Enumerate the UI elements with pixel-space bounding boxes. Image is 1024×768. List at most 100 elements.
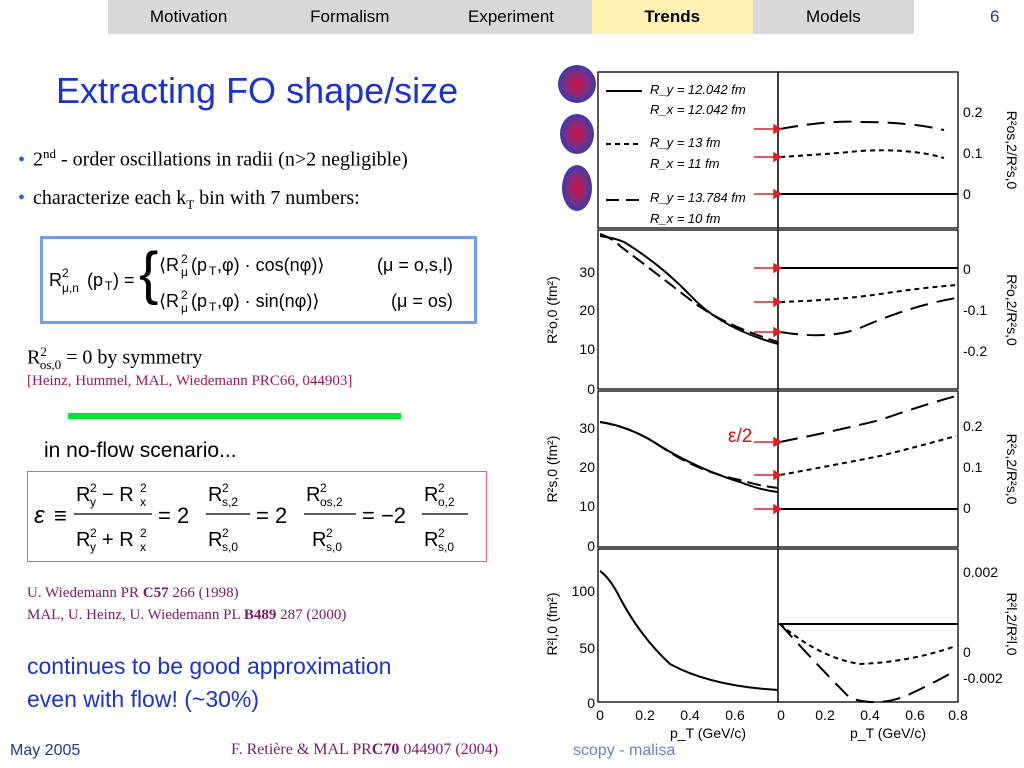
arrow-icon	[754, 262, 783, 274]
legend-rx: R_x = 11 fm	[650, 156, 720, 171]
arrow-icon	[754, 296, 783, 308]
reference-item: U. Wiedemann PR C57 266 (1998)	[27, 582, 346, 604]
arrow-icon	[754, 469, 783, 481]
tick-label: 30	[579, 420, 595, 436]
svg-text:s,2: s,2	[222, 495, 238, 509]
svg-text:μ: μ	[181, 265, 188, 279]
svg-text:R: R	[306, 484, 320, 506]
no-flow-text: in no-flow scenario...	[44, 439, 237, 462]
bullet-list: • 2nd - order oscillations in radii (n>2 …	[18, 146, 408, 228]
continues-text: continues to be good approximation even …	[27, 650, 391, 716]
axis-label: R²s,2/R²s,0	[1004, 434, 1020, 505]
svg-text:) =: ) =	[113, 270, 135, 290]
arrow-icon	[754, 123, 783, 135]
svg-text:− R: − R	[102, 484, 134, 506]
svg-text:x: x	[140, 495, 146, 509]
tab-trends[interactable]: Trends	[591, 0, 753, 34]
tick-label: 0	[963, 186, 971, 202]
arrow-icon	[754, 188, 783, 200]
citation-text: F. Retière & MAL PR	[231, 741, 372, 758]
reference-item: MAL, U. Heinz, U. Wiedemann PL B489 287 …	[27, 604, 346, 626]
svg-text:s,0: s,0	[222, 540, 238, 554]
axis-label: R²l,0 (fm²)	[544, 593, 560, 656]
svg-text:2: 2	[438, 526, 445, 540]
svg-text:T: T	[209, 300, 217, 314]
tick-label: 0.2	[815, 707, 835, 723]
tick-label: 100	[572, 583, 596, 599]
reference-list: U. Wiedemann PR C57 266 (1998) MAL, U. H…	[27, 582, 346, 626]
svg-text:y: y	[90, 495, 96, 509]
footer-date: May 2005	[10, 742, 81, 759]
tab-formalism[interactable]: Formalism	[310, 7, 390, 26]
svg-text:R: R	[76, 484, 90, 506]
svg-text:2: 2	[90, 526, 97, 540]
legend: R_y = 12.042 fm R_x = 12.042 fm R_y = 13…	[606, 82, 746, 226]
legend-rx: R_x = 10 fm	[650, 211, 721, 226]
epsilon-label: ε/2	[728, 426, 752, 447]
bullet-text: 2	[33, 148, 44, 171]
tick-label: 0.8	[948, 707, 968, 723]
footer-right-text: scopy - malisa	[573, 742, 676, 759]
svg-text:μ,n: μ,n	[62, 281, 79, 295]
tick-label: 0.2	[963, 418, 983, 434]
panel-o2	[777, 229, 959, 390]
curve-short-dash	[779, 435, 957, 476]
left-tick-labels: 30 20 10 0 30 20 10 0 100 50 0	[572, 264, 596, 711]
svg-text:R: R	[424, 529, 438, 551]
tab-models[interactable]: Models	[806, 7, 861, 26]
tick-label: 0	[963, 261, 971, 277]
panel-l0	[597, 548, 779, 703]
svg-text:2: 2	[62, 266, 69, 280]
panel-s2	[777, 390, 959, 548]
ref-text: 266 (1998)	[168, 585, 239, 601]
continues-line: continues to be good approximation	[27, 653, 392, 679]
svg-text:y: y	[90, 540, 96, 554]
svg-text:(μ = o,s,l): (μ = o,s,l)	[377, 255, 453, 275]
svg-text:,φ) · sin(nφ)⟩: ,φ) · sin(nφ)⟩	[217, 291, 319, 311]
svg-text:R: R	[208, 484, 222, 506]
x-axis-label: p_T (GeV/c)	[850, 725, 926, 741]
svg-text:2: 2	[181, 252, 188, 266]
tab-motivation[interactable]: Motivation	[149, 7, 228, 26]
svg-text:2: 2	[326, 526, 333, 540]
tick-label: 0.6	[725, 707, 745, 723]
curve-long-dash	[779, 395, 957, 443]
svg-text:2: 2	[140, 481, 147, 495]
svg-text:ε: ε	[34, 502, 45, 529]
tick-label: 0	[777, 707, 785, 723]
svg-text:R: R	[208, 529, 222, 551]
svg-text:2: 2	[320, 481, 327, 495]
tab-experiment[interactable]: Experiment	[468, 7, 554, 26]
tick-label: 0	[587, 695, 595, 711]
bullet-item: • characterize each kT bin with 7 numbers…	[18, 187, 408, 213]
svg-text:μ: μ	[181, 301, 188, 315]
right-axis-labels: R²os,2/R²s,0 R²o,2/R²s,0 R²s,2/R²s,0 R²l…	[1004, 111, 1020, 656]
citation-text: 044907 (2004)	[399, 741, 499, 758]
panel-os2	[777, 71, 959, 229]
svg-text:= −2: = −2	[362, 503, 406, 528]
bullet-icon: •	[18, 148, 26, 171]
svg-text:x: x	[140, 540, 146, 554]
svg-text:o,2: o,2	[438, 495, 455, 509]
citation-bold: C70	[371, 741, 400, 758]
bullet-item: • 2nd - order oscillations in radii (n>2 …	[18, 146, 408, 172]
sym-sub: os,0	[39, 356, 62, 372]
tick-label: 0.002	[963, 564, 998, 580]
bullet-icon: •	[18, 186, 26, 209]
epsilon-equation-graphic: ε ≡ R 2y − R 2x R 2y + R 2x = 2 R 2s,2 R 2s,0 = 2…	[34, 481, 468, 554]
tick-label: -0.1	[963, 302, 987, 318]
tick-label: -0.002	[963, 670, 1003, 686]
legend-ry: R_y = 13.784 fm	[650, 190, 746, 205]
arrow-icon	[754, 151, 783, 163]
legend-ry: R_y = 12.042 fm	[650, 82, 746, 97]
tick-label: 0	[963, 500, 971, 516]
tick-label: 0.1	[963, 459, 983, 475]
svg-text:2: 2	[222, 526, 229, 540]
right-tick-labels: 0.2 0.1 0 0 -0.1 -0.2 0.2 0.1 0 0.002 0 …	[963, 104, 1003, 686]
bullet-text: characterize each k	[33, 186, 187, 209]
ref-bold: C57	[142, 585, 169, 601]
svg-text:T: T	[105, 279, 113, 293]
svg-text:s,0: s,0	[438, 540, 454, 554]
svg-text:2: 2	[140, 526, 147, 540]
